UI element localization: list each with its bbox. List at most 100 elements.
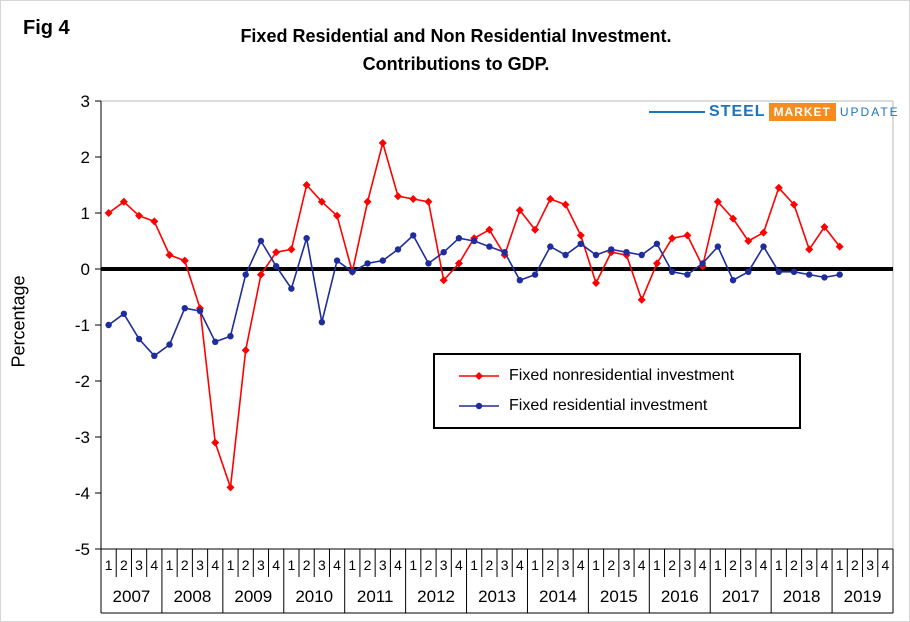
quarter-label: 1: [531, 557, 539, 573]
series-1-marker: [547, 243, 554, 250]
series-1-marker: [486, 243, 493, 250]
quarter-label: 4: [638, 557, 646, 573]
quarter-label: 4: [455, 557, 463, 573]
logo-update-text: UPDATE: [839, 105, 900, 119]
chart-title-line1: Fixed Residential and Non Residential In…: [240, 26, 672, 46]
y-tick-label: 1: [81, 204, 90, 223]
quarter-label: 1: [227, 557, 235, 573]
quarter-label: 3: [379, 557, 387, 573]
series-0-marker: [683, 231, 692, 240]
chart-title-line2: Contributions to GDP.: [362, 53, 550, 74]
legend-marker-sample: [459, 372, 499, 380]
series-0-marker: [668, 234, 677, 243]
quarter-label: 1: [348, 557, 356, 573]
year-label: 2019: [844, 587, 882, 606]
steel-market-update-logo: STEEL MARKET UPDATE: [649, 103, 900, 121]
series-1-marker: [349, 268, 356, 275]
series-1-marker: [668, 268, 676, 275]
quarter-label: 2: [120, 557, 128, 573]
series-0-marker: [592, 279, 600, 287]
series-1-marker: [821, 274, 828, 281]
series-0-marker: [302, 181, 311, 189]
series-1-marker: [303, 235, 310, 242]
quarter-label: 2: [181, 557, 189, 573]
quarter-label: 2: [485, 557, 493, 573]
series-1-marker: [212, 338, 219, 345]
logo-steel-text: STEEL: [709, 103, 766, 120]
quarter-label: 1: [592, 557, 600, 573]
series-1-marker: [181, 305, 188, 312]
quarter-label: 2: [303, 557, 311, 573]
series-1-marker: [364, 260, 371, 267]
quarter-label: 3: [683, 557, 691, 573]
year-label: 2014: [539, 587, 577, 606]
y-tick-label: -3: [75, 428, 90, 447]
quarter-label: 3: [318, 557, 326, 573]
logo-rule-line: [649, 111, 705, 113]
series-1-marker: [410, 232, 417, 239]
series-0-marker: [150, 217, 159, 226]
series-0-marker: [805, 245, 814, 254]
quarter-label: 2: [425, 557, 433, 573]
year-label: 2015: [600, 587, 638, 606]
series-1-marker: [425, 260, 432, 267]
series-1-marker: [760, 243, 767, 250]
quarter-label: 4: [516, 557, 524, 573]
series-0-marker: [454, 259, 463, 268]
series-0-marker: [744, 237, 753, 245]
series-0-marker: [378, 139, 387, 147]
series-0-marker: [531, 225, 540, 234]
quarter-label: 1: [287, 557, 295, 573]
quarter-label: 4: [150, 557, 158, 573]
series-0-marker: [820, 223, 829, 231]
quarter-label: 3: [501, 557, 509, 573]
quarter-label: 1: [775, 557, 783, 573]
series-1-marker: [227, 333, 234, 340]
series-0-marker: [485, 225, 494, 234]
series-line-0: [108, 142, 841, 489]
series-1-marker: [166, 341, 173, 348]
legend-item-0: Fixed nonresidential investment: [457, 367, 781, 385]
series-0-marker: [409, 195, 418, 203]
series-1-marker: [455, 235, 463, 242]
series-1-marker: [592, 251, 600, 259]
series-1-marker: [714, 243, 722, 250]
series-0-marker: [135, 211, 144, 220]
series-1-marker: [653, 240, 661, 247]
series-0-marker: [652, 259, 661, 268]
series-1-marker: [745, 268, 752, 275]
quarter-label: 4: [333, 557, 341, 573]
quarter-label: 1: [105, 557, 113, 573]
year-label: 2010: [295, 587, 333, 606]
quarter-label: 4: [394, 557, 402, 573]
series-1-marker: [638, 251, 645, 259]
series-0-marker: [835, 242, 844, 251]
series-1-marker: [623, 249, 630, 256]
series-1-marker: [440, 249, 447, 256]
logo-market-text: MARKET: [768, 103, 836, 121]
series-0-marker: [180, 256, 189, 265]
quarter-label: 3: [257, 557, 265, 573]
year-label: 2009: [234, 587, 272, 606]
series-1-marker: [242, 271, 249, 278]
y-tick-label: 3: [81, 92, 90, 111]
year-label: 2011: [357, 587, 394, 606]
quarter-label: 4: [577, 557, 585, 573]
quarter-label: 2: [790, 557, 798, 573]
quarter-label: 3: [562, 557, 570, 573]
series-1-marker: [257, 237, 265, 245]
quarter-label: 2: [729, 557, 737, 573]
series-0-marker: [637, 295, 646, 304]
series-1-marker: [288, 285, 295, 292]
year-label: 2012: [417, 587, 455, 606]
quarter-label: 1: [714, 557, 722, 573]
series-0-marker: [439, 276, 448, 285]
legend-label: Fixed nonresidential investment: [509, 367, 735, 384]
series-0-marker: [774, 183, 783, 192]
quarter-label: 3: [805, 557, 813, 573]
series-0-marker: [241, 346, 250, 355]
quarter-label: 3: [866, 557, 874, 573]
series-0-marker: [256, 270, 265, 279]
